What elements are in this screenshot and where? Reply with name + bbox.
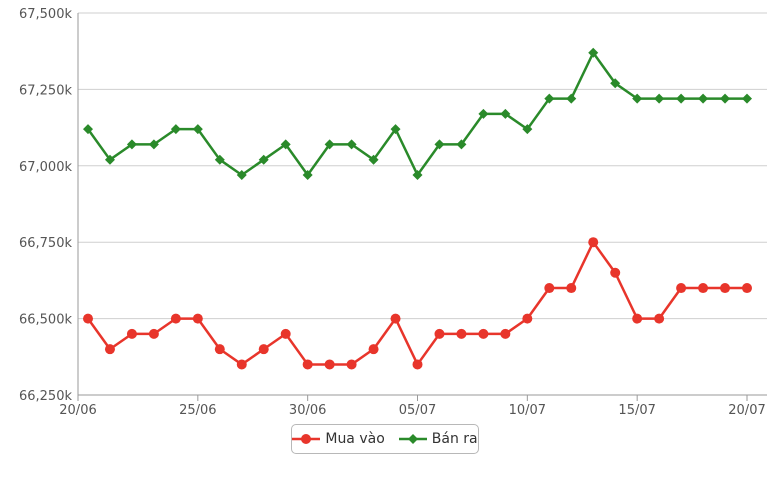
data-point-0[interactable] <box>346 359 357 370</box>
data-point-0[interactable] <box>544 283 555 294</box>
legend-item-ban-ra[interactable]: Bán ra <box>398 431 478 447</box>
y-tick-label: 67,500k <box>19 7 72 22</box>
data-point-1[interactable] <box>632 93 643 104</box>
data-point-1[interactable] <box>236 169 247 180</box>
data-point-0[interactable] <box>302 359 313 370</box>
data-point-0[interactable] <box>698 283 709 294</box>
x-tick-label: 30/06 <box>289 403 326 418</box>
legend-item-mua-vao[interactable]: Mua vào <box>292 431 385 447</box>
data-point-1[interactable] <box>412 169 423 180</box>
y-tick-label: 66,500k <box>19 313 72 328</box>
legend-diamond-marker-icon <box>398 434 427 444</box>
data-point-0[interactable] <box>610 267 621 278</box>
series-line-0 <box>86 240 747 366</box>
data-point-1[interactable] <box>588 47 599 58</box>
data-point-1[interactable] <box>610 78 621 89</box>
data-point-1[interactable] <box>500 108 511 119</box>
series-lines <box>83 47 752 370</box>
data-point-0[interactable] <box>236 359 247 370</box>
grid-lines <box>78 12 767 396</box>
data-point-1[interactable] <box>676 93 687 104</box>
data-point-0[interactable] <box>522 313 533 324</box>
data-point-1[interactable] <box>170 124 181 135</box>
data-point-0[interactable] <box>258 344 269 355</box>
data-point-1[interactable] <box>214 154 225 165</box>
data-point-1[interactable] <box>456 139 467 150</box>
data-point-0[interactable] <box>720 283 731 294</box>
data-point-0[interactable] <box>478 328 489 339</box>
data-point-0[interactable] <box>588 237 599 248</box>
x-tick-label: 20/07 <box>728 403 765 418</box>
data-point-0[interactable] <box>456 328 467 339</box>
data-point-0[interactable] <box>368 344 379 355</box>
data-point-0[interactable] <box>170 313 181 324</box>
data-point-1[interactable] <box>566 93 577 104</box>
data-point-1[interactable] <box>390 124 401 135</box>
data-point-1[interactable] <box>346 139 357 150</box>
data-point-1[interactable] <box>368 154 379 165</box>
data-point-0[interactable] <box>280 328 291 339</box>
legend: Mua vào Bán ra <box>291 424 479 454</box>
x-tick-label: 10/07 <box>509 403 546 418</box>
data-point-0[interactable] <box>434 328 445 339</box>
data-point-0[interactable] <box>412 359 423 370</box>
y-tick-label: 66,750k <box>19 236 72 251</box>
data-point-0[interactable] <box>214 344 225 355</box>
x-tick-label: 20/06 <box>59 403 96 418</box>
legend-label-mua-vao: Mua vào <box>325 431 385 447</box>
data-point-0[interactable] <box>742 283 752 294</box>
data-point-1[interactable] <box>742 93 752 104</box>
data-point-1[interactable] <box>654 93 665 104</box>
data-point-1[interactable] <box>302 169 313 180</box>
data-point-1[interactable] <box>720 93 731 104</box>
data-point-0[interactable] <box>632 313 643 324</box>
data-point-0[interactable] <box>324 359 335 370</box>
y-tick-label: 66,250k <box>19 389 72 404</box>
data-point-0[interactable] <box>83 313 93 324</box>
data-point-1[interactable] <box>434 139 445 150</box>
x-tick-label: 15/07 <box>618 403 655 418</box>
data-point-1[interactable] <box>544 93 555 104</box>
x-tick-label: 25/06 <box>179 403 216 418</box>
legend-circle-marker-icon <box>292 434 321 444</box>
y-tick-label: 67,000k <box>19 160 72 175</box>
x-tick-label: 05/07 <box>399 403 436 418</box>
data-point-1[interactable] <box>280 139 291 150</box>
data-point-0[interactable] <box>192 313 203 324</box>
data-point-1[interactable] <box>126 139 137 150</box>
data-point-0[interactable] <box>654 313 665 324</box>
data-point-1[interactable] <box>478 108 489 119</box>
data-point-1[interactable] <box>192 124 203 135</box>
data-point-1[interactable] <box>522 124 533 135</box>
data-point-0[interactable] <box>566 283 577 294</box>
legend-label-ban-ra: Bán ra <box>431 431 478 447</box>
data-point-0[interactable] <box>500 328 511 339</box>
y-tick-label: 67,250k <box>19 83 72 98</box>
data-point-0[interactable] <box>126 328 137 339</box>
data-point-0[interactable] <box>148 328 159 339</box>
data-point-0[interactable] <box>104 344 115 355</box>
axes: 66,250k 66,500k 66,750k 67,000k 67,250k 67,50… <box>19 7 767 418</box>
data-point-1[interactable] <box>324 139 335 150</box>
data-point-1[interactable] <box>258 154 269 165</box>
data-point-1[interactable] <box>148 139 159 150</box>
series-line-1 <box>86 51 747 177</box>
data-point-0[interactable] <box>390 313 401 324</box>
data-point-1[interactable] <box>104 154 115 165</box>
data-point-1[interactable] <box>83 124 93 135</box>
data-point-0[interactable] <box>676 283 687 294</box>
data-point-1[interactable] <box>698 93 709 104</box>
